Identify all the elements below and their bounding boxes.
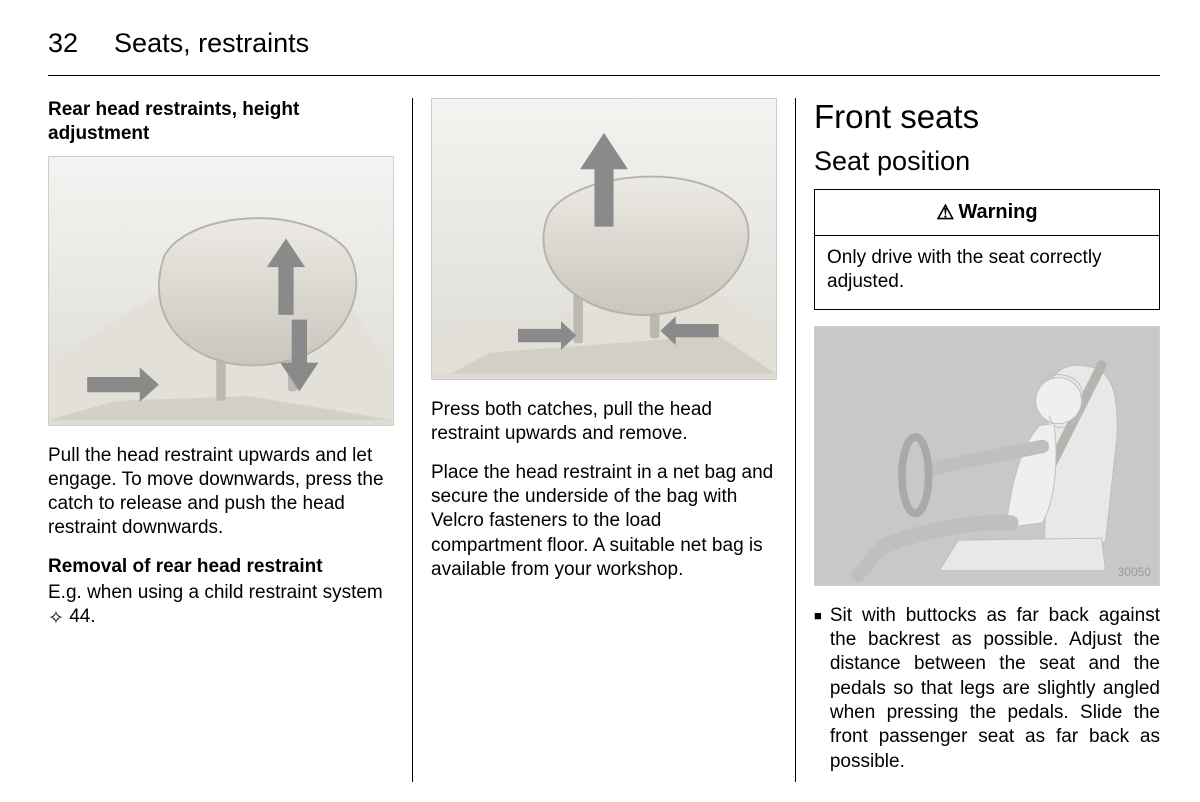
illustration-id: 30050 [1118, 565, 1151, 579]
seat-position-heading: Seat position [814, 146, 1160, 177]
warning-header: ⚠ Warning [815, 190, 1159, 236]
col1-para2-ref: 44. [69, 606, 95, 627]
column-1: Rear head restraints, height adjustment [48, 98, 412, 782]
col1-para2: E.g. when using a child restraint system… [48, 581, 394, 630]
content-columns: Rear head restraints, height adjustment [48, 98, 1160, 782]
seated-person-icon [815, 327, 1159, 585]
warning-box: ⚠ Warning Only drive with the seat corre… [814, 189, 1160, 310]
headrest-remove-illustration [431, 98, 777, 380]
page-number: 32 [48, 28, 78, 59]
warning-text: Only drive with the seat correctly adjus… [815, 236, 1159, 309]
col1-heading2: Removal of rear head restraint [48, 555, 394, 579]
warning-label: Warning [958, 201, 1037, 224]
bullet-item: ■ Sit with buttocks as far back against … [814, 604, 1160, 774]
headrest-updown-icon [49, 157, 393, 425]
col2-para1: Press both catches, pull the head restra… [431, 398, 777, 447]
column-3: Front seats Seat position ⚠ Warning Only… [795, 98, 1160, 782]
col2-para2: Place the head restraint in a net bag an… [431, 461, 777, 583]
col1-heading: Rear head restraints, height adjustment [48, 98, 394, 146]
page-header: 32 Seats, restraints [48, 28, 1160, 76]
bullet-text: Sit with buttocks as far back against th… [830, 604, 1160, 774]
headrest-adjust-illustration [48, 156, 394, 426]
col1-para2-text: E.g. when using a child restraint system [48, 582, 383, 603]
page-ref-icon: ✧ [48, 607, 64, 631]
col1-para1: Pull the head restraint upwards and let … [48, 444, 394, 541]
chapter-title: Seats, restraints [114, 28, 309, 59]
manual-page: 32 Seats, restraints Rear head restraint… [0, 0, 1200, 802]
bullet-icon: ■ [814, 604, 822, 774]
warning-triangle-icon: ⚠ [936, 200, 954, 225]
headrest-remove-icon [432, 99, 776, 379]
front-seats-heading: Front seats [814, 98, 1160, 136]
column-2: Press both catches, pull the head restra… [412, 98, 795, 782]
seat-position-illustration: 30050 [814, 326, 1160, 586]
